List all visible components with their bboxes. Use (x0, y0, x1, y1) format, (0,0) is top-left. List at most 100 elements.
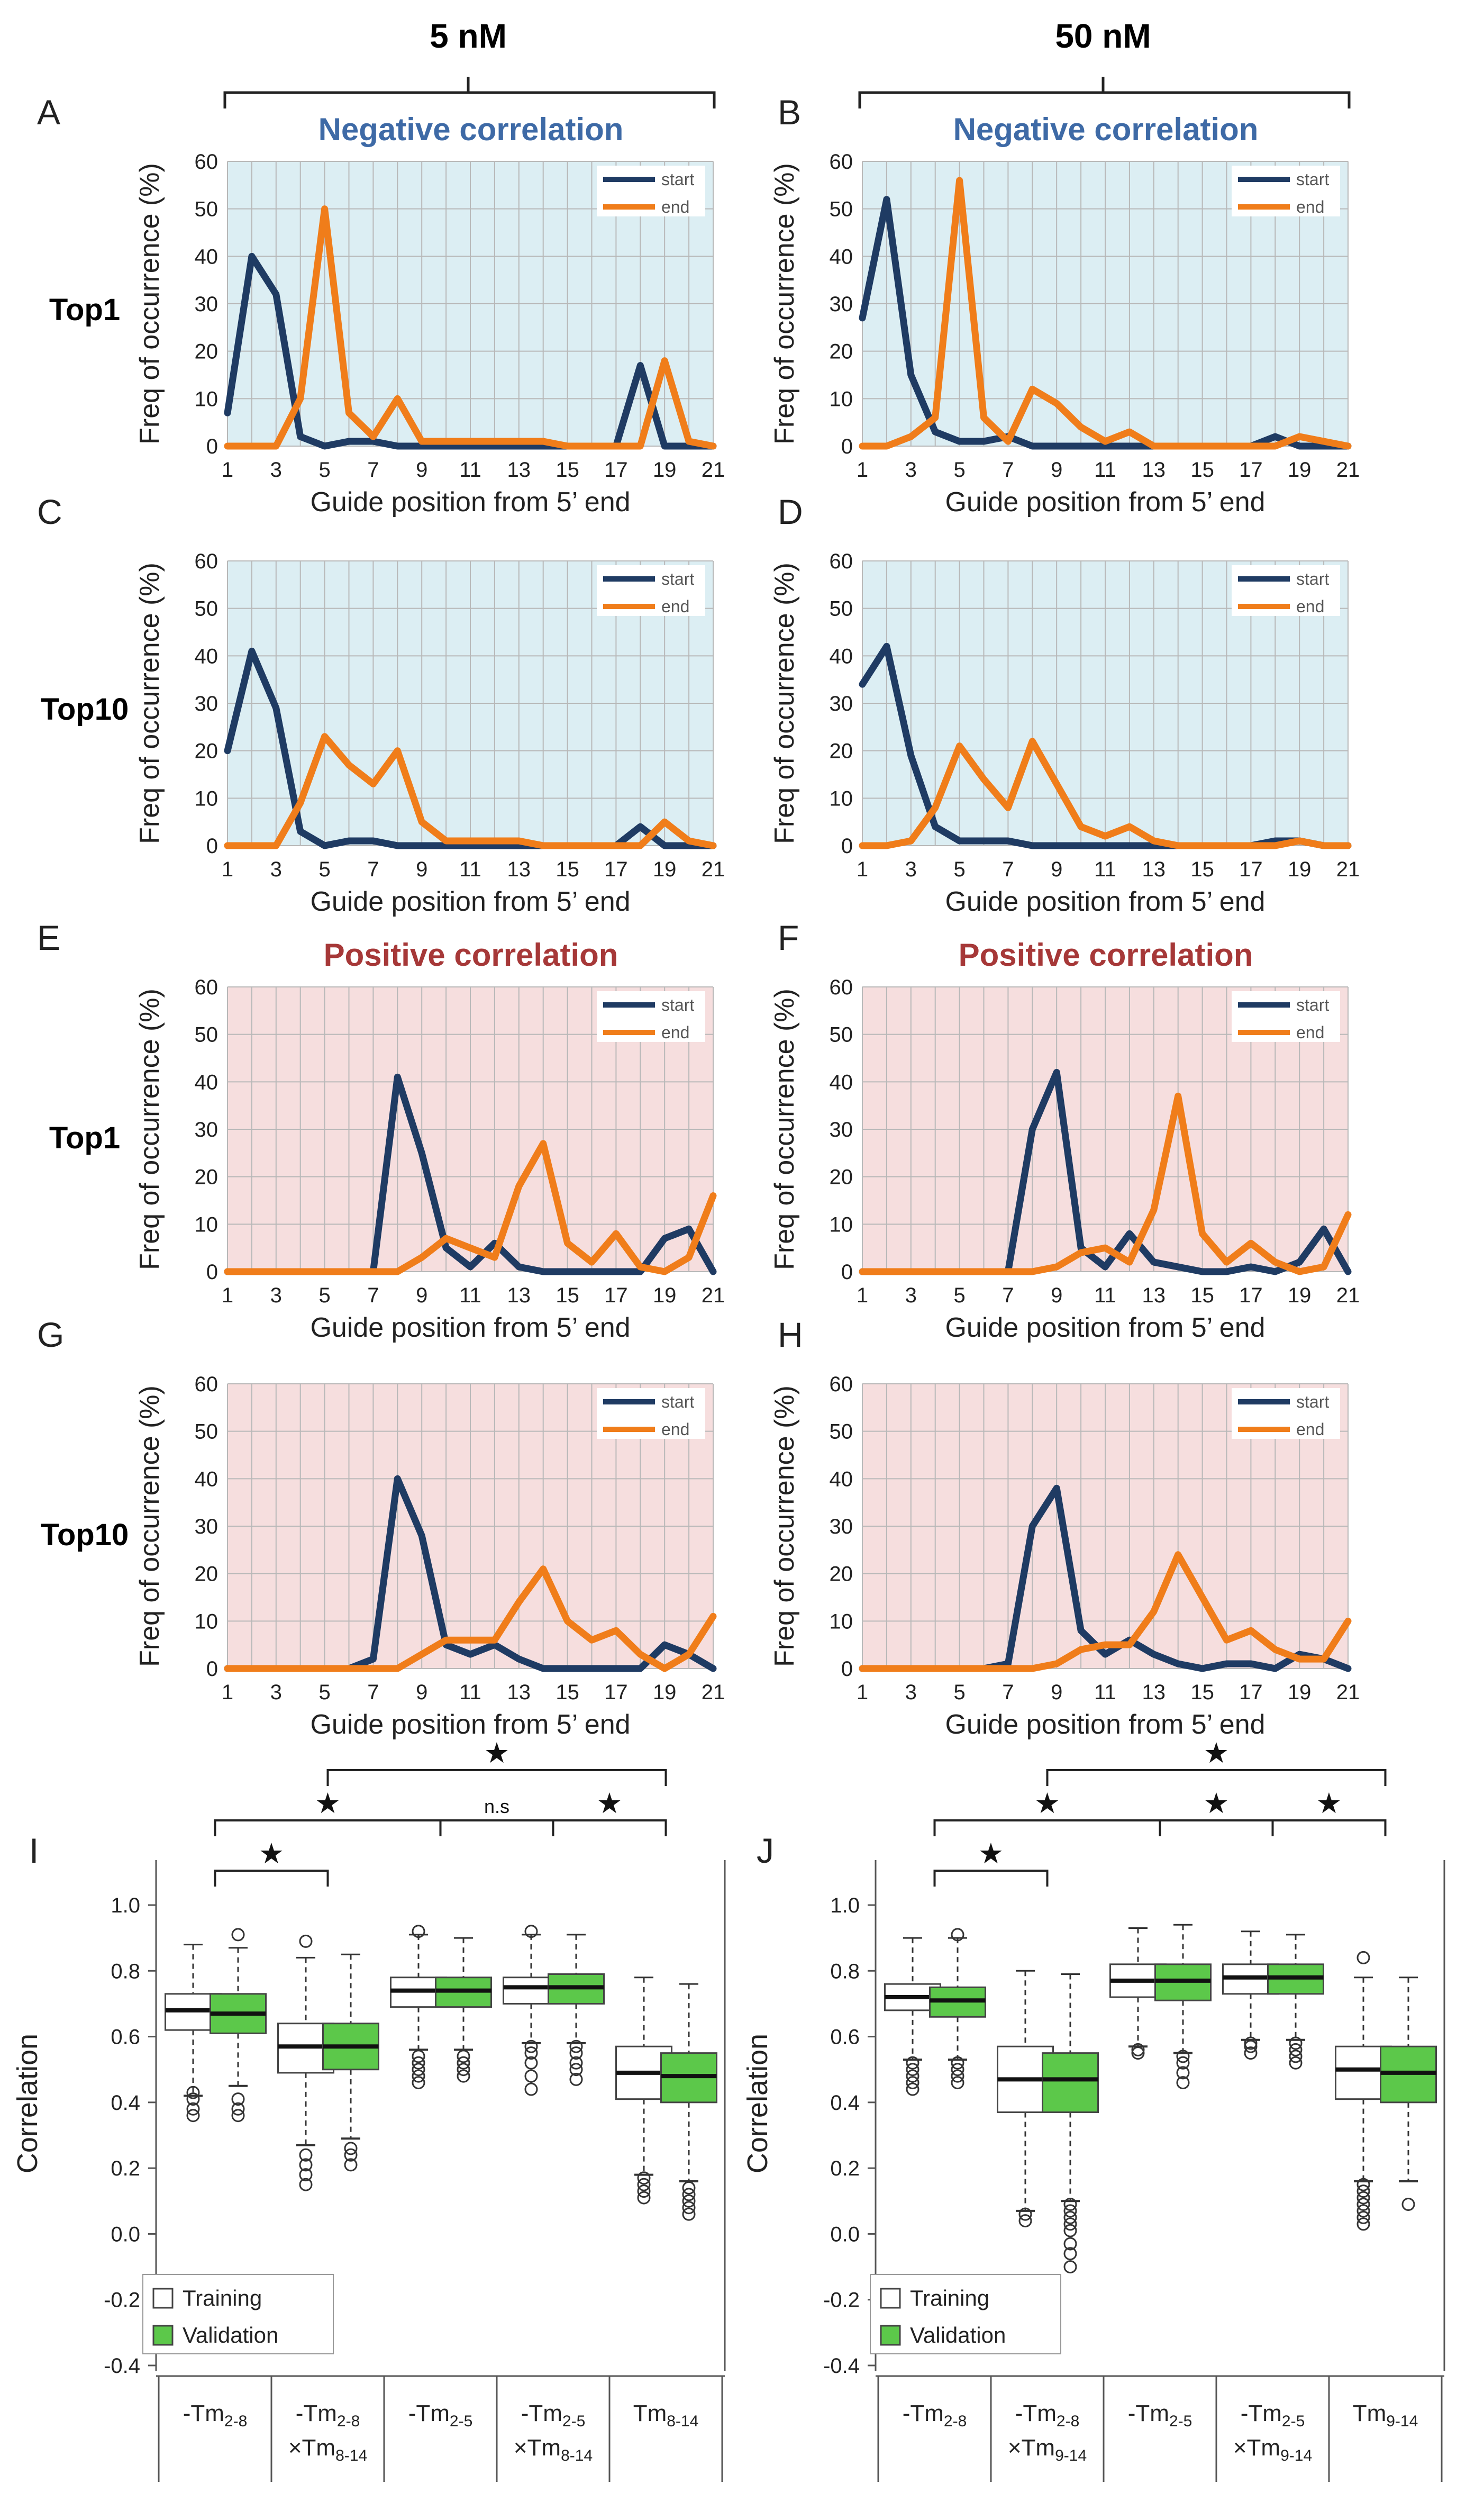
group-label: -Tm2-8 (183, 2400, 248, 2430)
y-tick-label: 0 (841, 435, 853, 458)
x-tick-label: 17 (604, 1681, 628, 1704)
box-outlier (412, 2050, 425, 2063)
box-outlier (299, 1934, 313, 1948)
legend-label-start: start (1296, 1392, 1329, 1411)
x-tick-label: 11 (459, 1284, 481, 1307)
x-tick-label: 3 (905, 458, 917, 482)
x-tick-label: 21 (702, 1284, 725, 1307)
significance-label: ★ (1034, 1788, 1060, 1819)
box-outlier (344, 2158, 358, 2172)
row-label-top1: Top1 (49, 293, 120, 327)
y-tick-label: 10 (830, 1213, 853, 1236)
significance-label: ★ (1204, 1788, 1229, 1819)
x-tick-label: 7 (1002, 1284, 1014, 1307)
box-outlier (1244, 2046, 1258, 2060)
y-tick-label: 40 (195, 1071, 218, 1094)
box-outlier (1063, 2204, 1077, 2218)
y-tick-label: 0 (206, 1657, 218, 1681)
box-outlier (1356, 2191, 1370, 2205)
y-tick-label: 0.2 (830, 2157, 860, 2180)
y-tick-label: 0.4 (111, 2091, 140, 2115)
legend-label-end: end (1296, 197, 1324, 216)
group-label: -Tm2-8 (903, 2400, 967, 2430)
chart-title: Positive correlation (959, 937, 1253, 973)
y-tick-label: 0.6 (830, 2026, 860, 2049)
x-tick-label: 7 (367, 1681, 379, 1704)
box-outlier (412, 2063, 425, 2077)
y-tick-label: 1.0 (830, 1894, 860, 1917)
box-outlier (1063, 2198, 1077, 2211)
x-tick-label: 7 (367, 858, 379, 881)
y-tick-label: 40 (195, 645, 218, 668)
panel-letter: B (778, 93, 801, 132)
box-outlier (412, 2076, 425, 2090)
box-outlier (1289, 2056, 1303, 2070)
box-outlier (524, 2056, 538, 2070)
x-tick-label: 13 (1142, 458, 1166, 482)
x-axis-label: Guide position from 5’ end (310, 886, 630, 917)
y-tick-label: 30 (195, 293, 218, 316)
series-line-end (859, 738, 1352, 849)
x-tick-label: 19 (653, 858, 677, 881)
legend-label-start: start (661, 170, 694, 189)
box-outlier (951, 2076, 964, 2090)
y-tick-label: -0.2 (104, 2289, 140, 2312)
box-outlier (412, 2056, 425, 2070)
y-tick-label: 50 (195, 198, 218, 221)
box-outlier (186, 2092, 200, 2106)
x-tick-label: 7 (1002, 1681, 1014, 1704)
x-tick-label: 9 (416, 458, 427, 482)
y-tick-label: 50 (830, 1023, 853, 1047)
y-tick-label: 60 (195, 150, 218, 174)
y-tick-label: 40 (830, 245, 853, 268)
series-line-end (224, 1565, 717, 1672)
x-tick-label: 11 (1094, 1681, 1116, 1704)
group-label-line2: ×Tm8-14 (288, 2435, 367, 2464)
x-tick-label: 5 (318, 458, 330, 482)
legend-swatch-training (152, 2288, 174, 2309)
x-tick-label: 9 (1051, 858, 1062, 881)
x-axis-label: Guide position from 5’ end (310, 1312, 630, 1343)
y-tick-label: 60 (830, 150, 853, 174)
box-outlier (906, 2063, 919, 2077)
x-tick-label: 9 (1051, 1284, 1062, 1307)
box-outlier (906, 2056, 919, 2070)
box-outlier (231, 2102, 245, 2116)
group-label: Tm9-14 (1353, 2400, 1418, 2430)
significance-label: ★ (315, 1788, 340, 1819)
significance-bracket (439, 1819, 554, 1836)
x-tick-label: 5 (953, 858, 965, 881)
x-tick-label: 13 (507, 458, 531, 482)
x-tick-label: 13 (507, 1681, 531, 1704)
box-outlier (682, 2188, 696, 2201)
significance-bracket (552, 1819, 667, 1836)
box-outlier (457, 2050, 470, 2063)
box-outlier (299, 2168, 313, 2182)
series-line-end (224, 1140, 717, 1275)
y-tick-label: 30 (830, 692, 853, 715)
x-tick-label: 3 (270, 858, 282, 881)
panel-letter: A (37, 93, 60, 132)
x-axis-label: Guide position from 5’ end (945, 487, 1265, 518)
legend-label-end: end (1296, 1023, 1324, 1042)
y-tick-label: 30 (195, 1118, 218, 1141)
y-tick-label: 0 (841, 1657, 853, 1681)
box-outlier (1244, 2036, 1258, 2050)
y-axis-label: Freq of occurrence (%) (769, 989, 800, 1270)
legend-label-start: start (1296, 995, 1329, 1014)
group-label: -Tm2-5 (408, 2400, 473, 2430)
significance-label: ★ (484, 1737, 509, 1769)
box-outlier (1131, 2043, 1145, 2056)
box-outlier (569, 2072, 583, 2086)
legend-label-end: end (1296, 597, 1324, 616)
box-outlier (906, 2082, 919, 2096)
x-tick-label: 17 (604, 1284, 628, 1307)
panel-letter: D (778, 492, 803, 531)
box-outlier (1176, 2056, 1190, 2070)
x-tick-label: 17 (1239, 858, 1263, 881)
significance-bracket (214, 1819, 442, 1836)
x-axis-label: Guide position from 5’ end (945, 1312, 1265, 1343)
